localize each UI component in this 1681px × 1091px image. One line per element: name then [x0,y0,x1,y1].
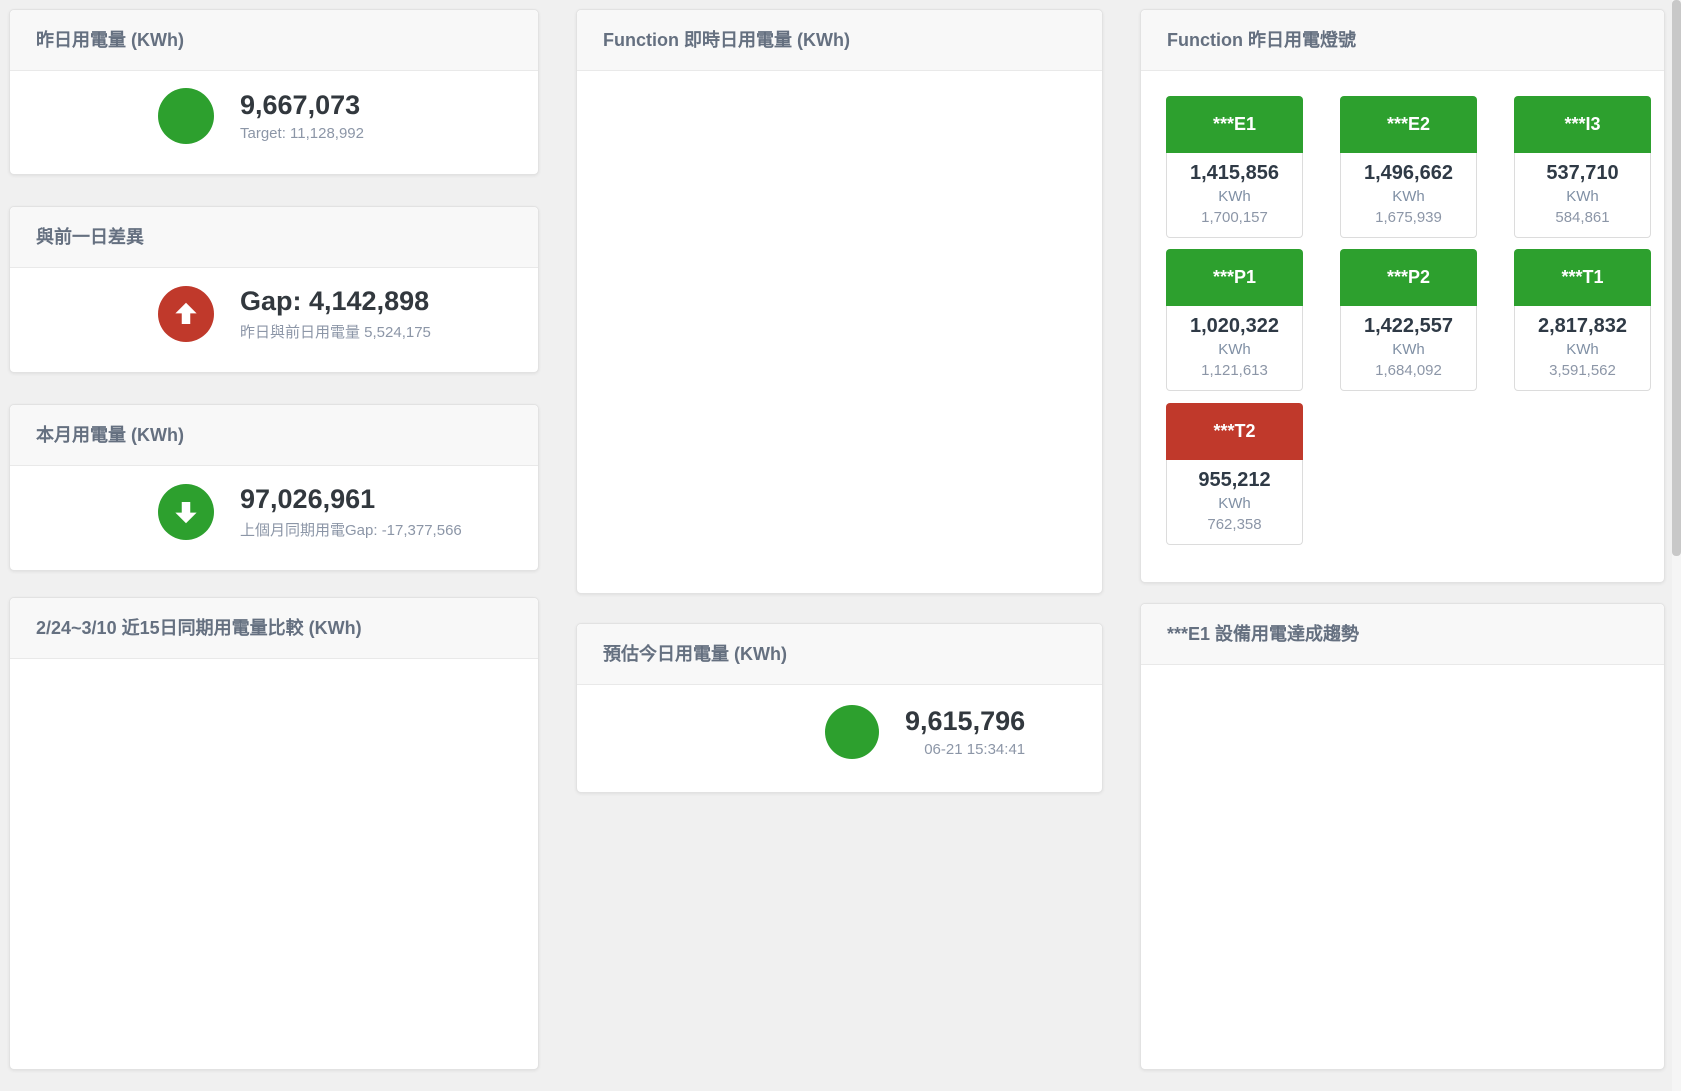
realtime-donut-chart [577,71,1102,594]
tile-target: 3,591,562 [1549,362,1616,379]
card-title: Function 即時日用電量 (KWh) [577,10,1102,71]
status-tile-E2: ***E2 1,496,662 KWh 1,675,939 [1340,96,1477,238]
estimate-value: 9,615,796 [905,706,1026,737]
tile-label: ***I3 [1514,96,1651,153]
tile-target: 584,861 [1555,209,1610,226]
card-estimate-today: 預估今日用電量 (KWh) 9,615,796 06-21 15:34:41 [576,623,1103,793]
tile-value: 1,020,322 [1190,315,1279,337]
tile-unit: KWh [1566,188,1599,205]
arrow-down-icon [158,484,214,540]
status-tile-E1: ***E1 1,415,856 KWh 1,700,157 [1166,96,1303,238]
donut-svg [577,71,1102,594]
card-title: 2/24~3/10 近15日同期用電量比較 (KWh) [10,598,538,659]
compare-line-chart [10,756,538,1070]
card-e1-trend: ***E1 設備用電達成趨勢 [1140,603,1665,1070]
prev-day-gap-subtitle: 昨日與前日用電量 5,524,175 [240,323,431,341]
yesterday-value: 9,667,073 [240,90,361,121]
card-title: 本月用電量 (KWh) [10,405,538,466]
e1-trend-line-chart [1141,764,1664,1064]
month-value: 97,026,961 [240,484,376,515]
card-title: 與前一日差異 [10,207,538,268]
card-compare-chart: 2/24~3/10 近15日同期用電量比較 (KWh) [9,597,539,1070]
card-title: ***E1 設備用電達成趨勢 [1141,604,1664,665]
status-tile-P2: ***P2 1,422,557 KWh 1,684,092 [1340,249,1477,391]
tile-value: 1,415,856 [1190,162,1279,184]
tile-label: ***P1 [1166,249,1303,306]
tile-value: 537,710 [1546,162,1619,184]
card-status-lights: Function 昨日用電燈號 ***E1 1,415,856 KWh 1,700,1… [1140,9,1665,583]
tile-value: 1,422,557 [1364,315,1453,337]
card-month-usage: 本月用電量 (KWh) 97,026,961 上個月同期用電Gap: -17,3… [9,404,539,571]
arrow-up-icon [158,286,214,342]
tile-label: ***E1 [1166,96,1303,153]
green-status-circle-icon [825,705,879,759]
estimate-timestamp: 06-21 15:34:41 [924,740,1026,758]
tile-label: ***T1 [1514,249,1651,306]
scrollbar-track[interactable] [1672,0,1681,1091]
tile-target: 1,675,939 [1375,209,1442,226]
status-tile-T2: ***T2 955,212 KWh 762,358 [1166,403,1303,545]
tile-value: 955,212 [1198,469,1271,491]
status-tile-P1: ***P1 1,020,322 KWh 1,121,613 [1166,249,1303,391]
tile-target: 1,700,157 [1201,209,1268,226]
tile-value: 1,496,662 [1364,162,1453,184]
scrollbar-thumb[interactable] [1672,0,1681,556]
tile-label: ***T2 [1166,403,1303,460]
tile-unit: KWh [1566,341,1599,358]
tile-value: 2,817,832 [1538,315,1627,337]
month-gap-subtitle: 上個月同期用電Gap: -17,377,566 [240,521,462,539]
tile-unit: KWh [1218,188,1251,205]
tile-target: 1,684,092 [1375,362,1442,379]
card-yesterday-usage: 昨日用電量 (KWh) 9,667,073 Target: 11,128,992 [9,9,539,175]
month-stat: 97,026,961 上個月同期用電Gap: -17,377,566 [158,484,462,540]
yesterday-stat: 9,667,073 Target: 11,128,992 [158,88,364,144]
tile-unit: KWh [1218,495,1251,512]
tile-label: ***E2 [1340,96,1477,153]
prev-day-gap-value: Gap: 4,142,898 [240,286,430,317]
tile-label: ***P2 [1340,249,1477,306]
tile-target: 762,358 [1207,516,1262,533]
tile-unit: KWh [1392,188,1425,205]
status-tile-I3: ***I3 537,710 KWh 584,861 [1514,96,1651,238]
card-title: 預估今日用電量 (KWh) [577,624,1102,685]
card-realtime-donut: Function 即時日用電量 (KWh) [576,9,1103,594]
tile-unit: KWh [1392,341,1425,358]
card-title: 昨日用電量 (KWh) [10,10,538,71]
card-prev-day-gap: 與前一日差異 Gap: 4,142,898 昨日與前日用電量 5,524,175 [9,206,539,373]
estimate-stat: 9,615,796 06-21 15:34:41 [825,705,1025,759]
card-title: Function 昨日用電燈號 [1141,10,1664,71]
tile-unit: KWh [1218,341,1251,358]
green-status-circle-icon [158,88,214,144]
status-tile-T1: ***T1 2,817,832 KWh 3,591,562 [1514,249,1651,391]
tile-target: 1,121,613 [1201,362,1268,379]
yesterday-target: Target: 11,128,992 [240,124,364,142]
prev-day-gap-stat: Gap: 4,142,898 昨日與前日用電量 5,524,175 [158,286,431,342]
